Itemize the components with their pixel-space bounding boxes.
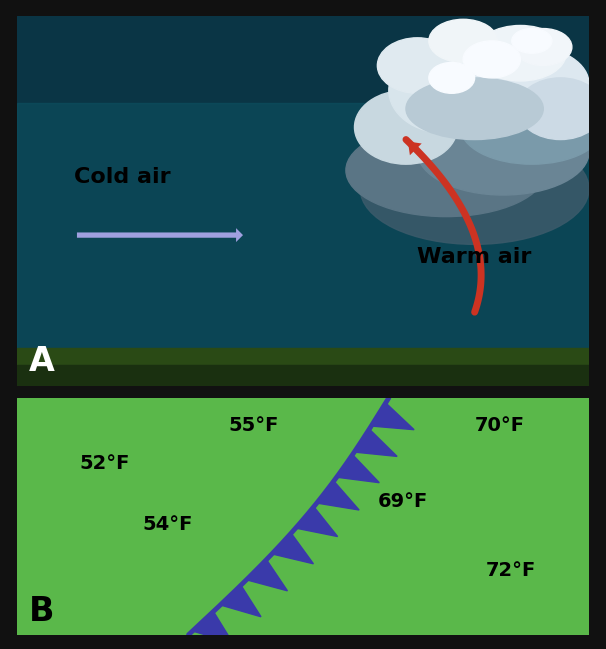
Ellipse shape (406, 78, 543, 140)
Polygon shape (221, 585, 261, 617)
Ellipse shape (474, 47, 589, 121)
Ellipse shape (518, 78, 604, 140)
Ellipse shape (378, 38, 458, 93)
Polygon shape (355, 429, 397, 456)
Polygon shape (193, 611, 233, 643)
Text: 70°F: 70°F (474, 416, 525, 435)
Text: Cold air: Cold air (74, 167, 171, 187)
Text: 55°F: 55°F (228, 416, 279, 435)
Text: A: A (28, 345, 55, 378)
Ellipse shape (418, 109, 589, 195)
Ellipse shape (423, 32, 549, 112)
Polygon shape (371, 403, 414, 430)
Ellipse shape (429, 62, 474, 93)
Bar (17, 365, 589, 386)
Polygon shape (317, 481, 359, 510)
Ellipse shape (512, 29, 552, 53)
Text: 69°F: 69°F (378, 492, 428, 511)
Ellipse shape (461, 90, 604, 164)
Text: 54°F: 54°F (143, 515, 193, 535)
Polygon shape (272, 533, 313, 564)
Bar (17, 103, 589, 349)
Ellipse shape (429, 19, 498, 62)
Text: 52°F: 52°F (80, 454, 130, 473)
Bar (17, 348, 589, 386)
Ellipse shape (389, 47, 503, 134)
Polygon shape (337, 455, 379, 483)
Ellipse shape (346, 124, 546, 217)
Ellipse shape (355, 90, 458, 164)
Polygon shape (247, 559, 287, 591)
Ellipse shape (463, 41, 521, 78)
Ellipse shape (360, 134, 589, 245)
Ellipse shape (474, 25, 566, 81)
Text: 72°F: 72°F (486, 561, 536, 580)
Ellipse shape (514, 29, 572, 66)
Polygon shape (296, 507, 338, 537)
Text: B: B (28, 594, 54, 628)
Text: Warm air: Warm air (418, 247, 532, 267)
